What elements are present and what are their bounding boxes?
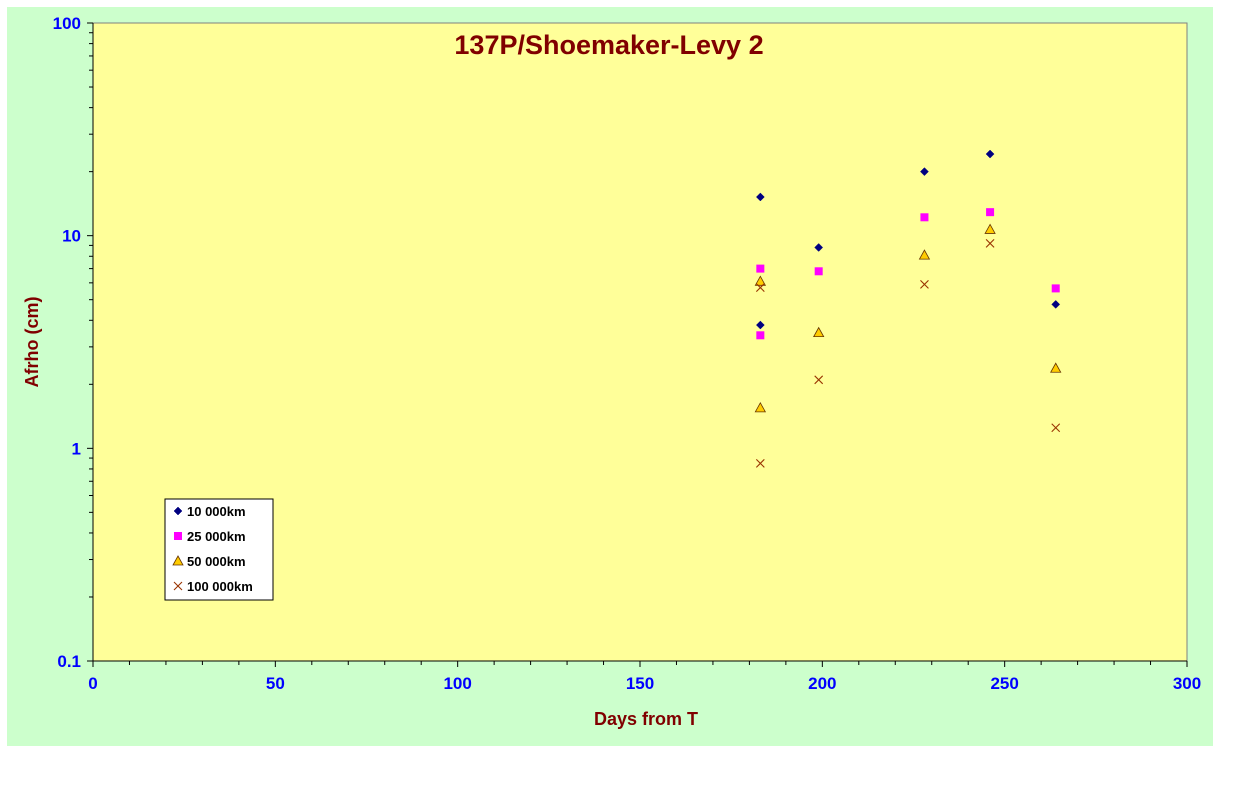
data-points bbox=[754, 149, 1062, 468]
data-point-series-3 bbox=[754, 275, 767, 286]
legend-marker bbox=[173, 581, 183, 591]
data-point-series-2 bbox=[1051, 284, 1060, 293]
axes: 0 50 100 150 200 250 300 0.1 1 10 100 bbox=[53, 14, 1202, 693]
chart-title: 137P/Shoemaker-Levy 2 bbox=[454, 30, 763, 60]
data-point-series-2 bbox=[756, 331, 765, 340]
legend-marker bbox=[174, 532, 182, 540]
data-point-series-1 bbox=[920, 167, 929, 177]
x-marker-stroke bbox=[755, 283, 765, 292]
x-tick-label: 300 bbox=[1173, 674, 1201, 693]
data-point-series-3 bbox=[1050, 362, 1062, 373]
y-tick-label: 10 bbox=[62, 227, 81, 246]
legend-marker bbox=[173, 506, 183, 516]
legend-label: 50 000km bbox=[187, 554, 246, 569]
data-point-series-2 bbox=[986, 208, 995, 217]
data-point-series-3 bbox=[984, 223, 996, 234]
x-marker-stroke bbox=[1051, 423, 1061, 433]
y-axis-title: Afrho (cm) bbox=[22, 297, 42, 388]
data-point-series-1 bbox=[755, 192, 765, 202]
data-point-series-2 bbox=[814, 267, 823, 276]
data-point-series-2 bbox=[756, 264, 765, 273]
data-point-series-4 bbox=[814, 375, 824, 385]
legend-box bbox=[164, 498, 274, 601]
data-point-series-4 bbox=[755, 458, 765, 468]
data-point-series-1 bbox=[755, 320, 765, 330]
y-tick-label: 1 bbox=[72, 439, 81, 458]
data-point-series-3 bbox=[813, 326, 825, 338]
data-point-series-4 bbox=[755, 283, 765, 292]
x-marker-stroke bbox=[173, 581, 183, 591]
legend: 10 000km 25 000km 50 000km 100 000km bbox=[164, 498, 274, 601]
data-point-series-4 bbox=[1051, 423, 1061, 433]
legend-marker bbox=[172, 555, 184, 566]
data-point-series-1 bbox=[985, 149, 995, 159]
x-tick-label: 0 bbox=[88, 674, 97, 693]
x-marker-stroke bbox=[755, 458, 765, 468]
y-tick-label: 100 bbox=[53, 14, 81, 33]
x-tick-label: 250 bbox=[990, 674, 1018, 693]
legend-label: 100 000km bbox=[187, 579, 253, 594]
x-marker-stroke bbox=[814, 375, 824, 385]
data-point-series-3 bbox=[754, 402, 767, 413]
data-point-series-2 bbox=[920, 213, 929, 222]
x-tick-label: 50 bbox=[266, 674, 285, 693]
data-point-series-1 bbox=[814, 243, 824, 252]
data-point-series-3 bbox=[918, 249, 931, 260]
x-tick-label: 200 bbox=[808, 674, 836, 693]
plot-area bbox=[92, 22, 1188, 662]
x-tick-label: 100 bbox=[443, 674, 471, 693]
data-point-series-4 bbox=[985, 238, 995, 248]
y-tick-label: 0.1 bbox=[57, 652, 81, 671]
x-marker-stroke bbox=[920, 280, 929, 289]
data-point-series-4 bbox=[920, 280, 929, 289]
x-marker-stroke bbox=[985, 238, 995, 248]
data-point-series-1 bbox=[1051, 300, 1061, 309]
legend-label: 10 000km bbox=[187, 504, 246, 519]
legend-label: 25 000km bbox=[187, 529, 246, 544]
x-tick-label: 150 bbox=[626, 674, 654, 693]
x-axis-title: Days from T bbox=[594, 709, 698, 729]
